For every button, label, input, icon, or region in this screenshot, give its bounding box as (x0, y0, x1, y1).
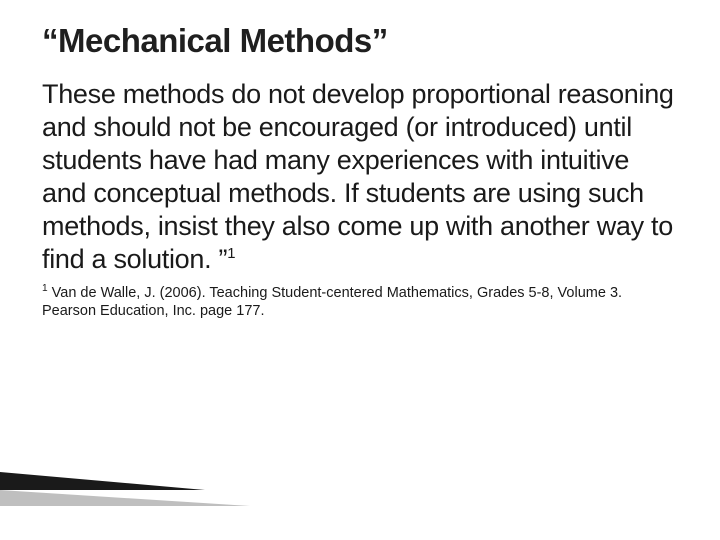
decorative-wedge-icon (0, 472, 260, 512)
slide: “Mechanical Methods” These methods do no… (0, 0, 720, 540)
slide-body-superscript: 1 (227, 246, 235, 262)
slide-title: “Mechanical Methods” (42, 22, 678, 60)
slide-body: These methods do not develop proportiona… (42, 78, 678, 276)
footnote-text: Van de Walle, J. (2006). Teaching Studen… (42, 285, 622, 320)
slide-footnote: 1 Van de Walle, J. (2006). Teaching Stud… (42, 284, 678, 322)
slide-body-text: These methods do not develop proportiona… (42, 79, 674, 274)
